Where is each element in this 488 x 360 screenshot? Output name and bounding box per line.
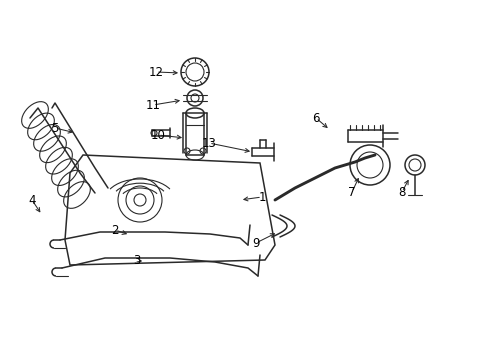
- Text: 13: 13: [201, 136, 216, 149]
- Text: 10: 10: [150, 129, 165, 141]
- Text: 6: 6: [312, 112, 319, 125]
- Text: 8: 8: [398, 185, 405, 198]
- Text: 12: 12: [148, 66, 163, 78]
- Text: 2: 2: [111, 224, 119, 237]
- Text: 7: 7: [347, 185, 355, 198]
- Text: 9: 9: [252, 237, 259, 249]
- Text: 11: 11: [145, 99, 160, 112]
- Text: 1: 1: [258, 190, 265, 203]
- Text: 5: 5: [51, 122, 59, 135]
- Text: 3: 3: [133, 253, 141, 266]
- Text: 4: 4: [28, 194, 36, 207]
